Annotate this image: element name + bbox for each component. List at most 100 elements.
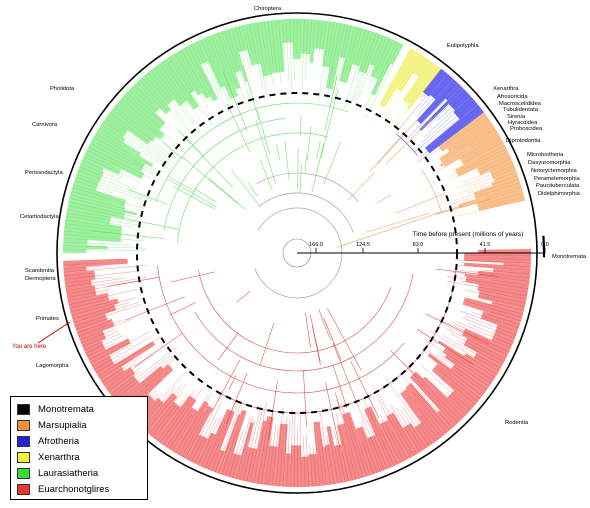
euarchontoglires-sector	[386, 412, 419, 459]
time-axis: Time before present (millions of years) …	[297, 231, 549, 254]
tip-branch	[105, 354, 154, 389]
tip-branch	[95, 133, 159, 172]
tip-branch	[397, 72, 446, 131]
tip-branch	[82, 330, 119, 347]
internal-branch	[128, 189, 168, 205]
internal-branch	[242, 65, 260, 121]
euarchontoglires-sector	[442, 347, 495, 385]
tip-branch	[481, 193, 524, 205]
internal-branch	[365, 212, 430, 233]
tip-branch	[171, 55, 195, 92]
tip-branch	[301, 19, 305, 90]
marsupialia-sector	[454, 143, 509, 177]
euarchontoglires-sector	[334, 444, 350, 483]
laurasiatheria-sector	[95, 130, 154, 167]
euarchontoglires-sector	[290, 445, 302, 487]
laurasiatheria-sector	[259, 21, 272, 76]
internal-branch	[376, 116, 421, 165]
tip-branch	[466, 175, 518, 194]
tip-branch	[358, 440, 371, 476]
tip-branch	[419, 415, 439, 440]
tip-branch	[81, 329, 115, 344]
internal-branch	[194, 273, 414, 372]
tip-branch	[159, 63, 203, 123]
tip-branch	[445, 391, 469, 413]
tip-branch	[455, 126, 494, 151]
tip-branch	[114, 355, 171, 401]
tip-branch	[458, 340, 503, 366]
tip-branch	[412, 64, 436, 95]
euarchontoglires-sector	[141, 392, 178, 433]
tip-branch	[346, 27, 359, 71]
tip-branch	[73, 302, 139, 323]
tip-branch	[162, 61, 194, 107]
euarchontoglires-sector	[464, 273, 530, 286]
tip-branch	[156, 65, 184, 102]
tip-branch	[458, 264, 531, 271]
internal-branch	[177, 132, 329, 243]
euarchontoglires-sector	[225, 452, 242, 479]
tip-branch	[414, 100, 475, 153]
euarchontoglires-sector	[477, 270, 530, 282]
tip-branch	[139, 79, 168, 111]
euarchontoglires-sector	[364, 406, 399, 469]
tip-branch	[486, 313, 520, 325]
tip-branch	[65, 277, 148, 291]
tip-branch	[312, 19, 316, 52]
time-axis-title: Time before present (millions of years)	[413, 231, 524, 238]
internal-branch	[320, 88, 339, 158]
internal-branch	[169, 302, 197, 316]
tip-branch	[232, 417, 250, 478]
tip-branch	[436, 92, 468, 122]
clade-label-primates: Primates	[36, 316, 59, 322]
tip-branch	[177, 51, 200, 89]
tip-branch	[320, 439, 328, 486]
tip-branch	[319, 449, 324, 486]
tip-branch	[456, 165, 515, 189]
tip-branch	[394, 416, 417, 455]
internal-branch	[347, 172, 375, 201]
internal-branch	[323, 317, 342, 360]
tip-branch	[365, 41, 397, 108]
tip-branch	[221, 428, 238, 475]
tip-branch	[450, 333, 505, 362]
clade-label-carnivora: Carnivora	[32, 122, 58, 128]
tip-branch	[64, 272, 94, 277]
tip-branch	[214, 399, 243, 473]
tip-branch	[88, 146, 152, 179]
tip-branch	[440, 106, 480, 138]
tip-branch	[299, 19, 301, 64]
laurasiatheria-sector	[63, 244, 108, 250]
euarchontoglires-sector	[195, 432, 216, 467]
tip-branch	[351, 32, 377, 102]
tip-branch	[235, 27, 245, 63]
internal-branch	[184, 136, 201, 154]
laurasiatheria-sector	[65, 208, 112, 225]
internal-branch	[236, 291, 251, 303]
tip-branch	[312, 445, 317, 487]
tip-branch	[477, 295, 525, 308]
clade-label-lagomorpha: Lagomorpha	[36, 363, 69, 369]
clade-label-notoryctemorphia: Notoryctemorphia	[531, 168, 578, 174]
tip-branch	[63, 265, 147, 273]
euarchontoglires-sector	[493, 268, 531, 276]
clade-label-tubulidentata: Tubulidentata	[503, 107, 539, 113]
tip-branch	[70, 194, 125, 209]
euarchontoglires-sector	[147, 401, 181, 440]
tip-branch	[348, 451, 357, 480]
tip-branch	[285, 19, 290, 81]
tip-branch	[420, 109, 482, 158]
legend-item-monotremata: Monotremata	[17, 401, 141, 417]
afrotheria-sector	[416, 79, 460, 125]
laurasiatheria-sector	[99, 123, 126, 143]
tip-branch	[166, 409, 192, 448]
tip-branch	[326, 23, 342, 99]
tip-branch	[460, 280, 528, 293]
tip-branch	[111, 109, 177, 160]
tip-branch	[316, 20, 320, 50]
tip-branch	[86, 149, 140, 177]
laurasiatheria-sector	[82, 152, 122, 175]
tip-branch	[144, 74, 185, 122]
tip-branch	[184, 47, 211, 95]
clade-label-afrosoricida: Afrosoricida	[497, 94, 528, 100]
